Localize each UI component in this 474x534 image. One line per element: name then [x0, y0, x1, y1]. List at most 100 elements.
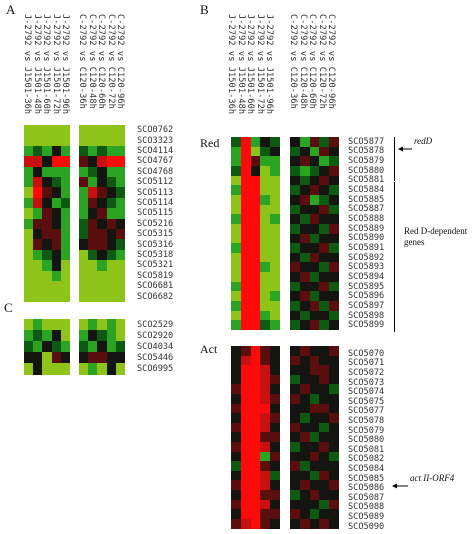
panel-a-c-cell: [97, 270, 107, 282]
panel-b-act-c-cell: [309, 394, 320, 405]
panel-b-red-j-cell: [260, 301, 271, 312]
panel-a-j-cell: [24, 218, 34, 230]
panel-a-c-cell: [115, 166, 125, 178]
panel-b-act-c-cell: [290, 509, 300, 520]
panel-b-red-j-cell: [240, 175, 251, 186]
panel-a-j-cell: [24, 291, 34, 303]
panel-a-c-cell: [88, 208, 98, 220]
panel-a-j-cell: [60, 229, 70, 240]
panel-b-act-j-cell: [240, 451, 251, 462]
panel-b-red-c-cell: [329, 320, 339, 331]
panel-b-red-j-cell: [240, 146, 251, 157]
panel-a-j-cell: [42, 145, 52, 157]
panel-b-red-c-cell: [309, 204, 320, 215]
panel-c-c-cell: [106, 319, 116, 331]
panel-b-red-j-cell: [260, 243, 271, 254]
panel-b-act-j-cell: [231, 461, 241, 472]
panel-a-c-cell: [88, 187, 98, 199]
panel-b-red-gene-label: SCO5899: [348, 320, 385, 331]
panel-b-red-c-cell: [329, 156, 339, 167]
panel-b-act-c-cell: [329, 442, 339, 453]
panel-b-act-j-cell: [231, 422, 241, 433]
panel-b-act-j-cell: [260, 470, 271, 481]
panel-letter-a: A: [6, 2, 16, 17]
panel-a-c-cell: [88, 270, 98, 282]
panel-b-act-j-cell: [240, 499, 251, 510]
panel-b-act-c-cell: [309, 480, 320, 491]
panel-b-act-c-cell: [329, 470, 339, 481]
panel-b-red-c-cell: [319, 194, 330, 206]
panel-b-act-j-cell: [260, 403, 271, 414]
panel-b-act-c-cell: [319, 365, 330, 376]
panel-a-j-cell: [60, 156, 70, 168]
panel-b-red-gene-label: SCO5888: [348, 214, 385, 225]
panel-a-c-cell: [115, 249, 125, 261]
panel-b-act-gene-label: SCO5084: [348, 464, 385, 474]
panel-c-gene-label: SCO2529: [137, 319, 174, 330]
panel-b-red-j-cell: [270, 204, 280, 215]
panel-c-c-cell: [115, 330, 125, 342]
panel-b-red-j-cell: [270, 194, 280, 206]
panel-a-j-cell: [42, 291, 52, 303]
panel-b-act-j-cell: [270, 384, 280, 395]
panel-b-red-c-cell: [290, 320, 300, 331]
panel-b-red-j-cell: [250, 165, 261, 177]
panel-b-red-c-cell: [329, 243, 339, 254]
panel-b-red-c-cell: [319, 175, 330, 186]
panel-b-red-c-cell: [329, 310, 339, 321]
panel-b-j-column-label: J-2792 vs J1501-96h: [264, 14, 275, 115]
panel-a-c-cell: [97, 291, 107, 303]
panel-b-act-gene-label: SCO5089: [348, 512, 385, 522]
panel-b-red-j-cell: [260, 175, 271, 186]
panel-b-red-c-cell: [299, 243, 310, 254]
panel-a-c-cell: [106, 145, 116, 157]
panel-b-act-c-cell: [290, 442, 300, 453]
panel-b-red-c-cell: [329, 165, 339, 177]
panel-b-act-c-cell: [299, 355, 310, 366]
panel-b-red-c-cell: [309, 165, 320, 177]
panel-b-act-c-cell: [299, 480, 310, 491]
panel-b-red-c-cell: [290, 223, 300, 234]
panel-a-c-cell: [97, 145, 107, 157]
panel-c-gene-label: SCO5446: [137, 352, 174, 363]
panel-b-red-c-cell: [309, 272, 320, 283]
panel-b-red-j-cell: [250, 262, 261, 273]
panel-c-j-cell: [24, 319, 34, 331]
panel-a-gene-label: SCO5113: [137, 187, 174, 198]
panel-b-act-j-cell: [231, 432, 241, 443]
panel-c-c-cell: [97, 330, 107, 342]
panel-a-c-cell: [79, 145, 89, 157]
panel-b-c-column-label: C-2792 vs C120-96h: [326, 14, 337, 109]
panel-c-c-cell: [79, 319, 89, 331]
panel-b-red-c-cell: [329, 301, 339, 312]
panel-b-red-j-cell: [250, 146, 261, 157]
redd-annotation: redD: [414, 136, 433, 146]
panel-b-red-j-cell: [240, 301, 251, 312]
panel-a-c-cell: [88, 125, 98, 136]
panel-a-c-cell: [79, 187, 89, 199]
panel-b-act-c-cell: [319, 374, 330, 385]
panel-c-j-cell: [60, 341, 70, 353]
panel-a-j-cell: [51, 270, 61, 282]
panel-a-gene-label: SCO3323: [137, 135, 174, 146]
panel-b-red-j-cell: [270, 252, 280, 263]
panel-b-act-c-cell: [299, 432, 310, 443]
panel-a-c-cell: [115, 291, 125, 303]
panel-b-red-j-cell: [250, 281, 261, 292]
panel-b-red-j-cell: [270, 156, 280, 167]
panel-b-red-c-cell: [329, 175, 339, 186]
panel-b-red-j-cell: [240, 137, 251, 148]
panel-b-red-c-cell: [290, 233, 300, 244]
panel-b-act-c-cell: [329, 384, 339, 395]
panel-a-c-cell: [88, 218, 98, 230]
panel-a-c-cell: [79, 239, 89, 251]
panel-b-red-c-cell: [309, 185, 320, 196]
panel-b-act-c-cell: [299, 499, 310, 510]
panel-a-c-cell: [97, 208, 107, 220]
panel-b-act-c-cell: [299, 346, 310, 357]
panel-b-act-c-cell: [319, 461, 330, 472]
panel-a-j-cell: [33, 166, 43, 178]
panel-b-act-j-cell: [231, 394, 241, 405]
panel-b-act-c-cell: [319, 451, 330, 462]
panel-a-j-cell: [60, 218, 70, 230]
